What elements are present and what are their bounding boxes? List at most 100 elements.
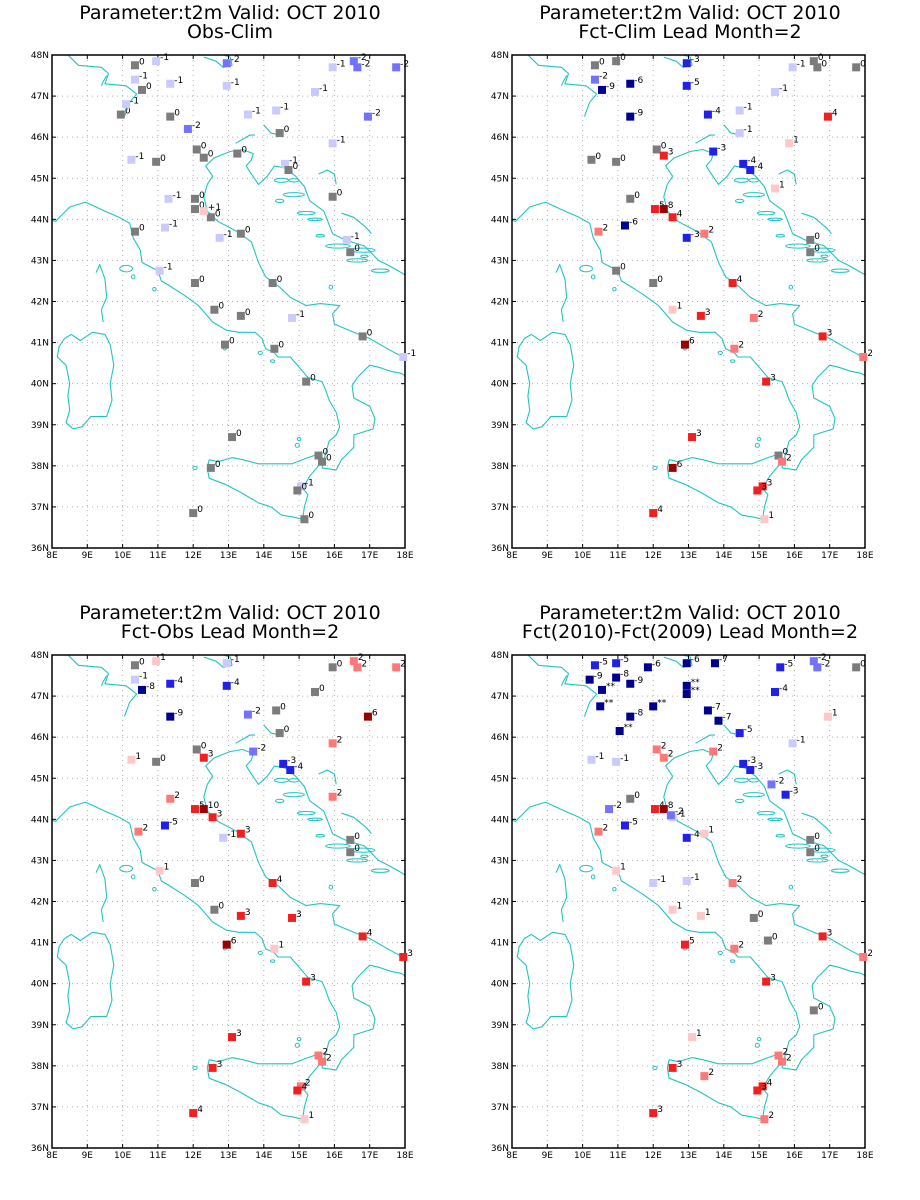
lat-label: 44N bbox=[31, 215, 49, 225]
station-value: 2 bbox=[602, 224, 608, 234]
lon-label: 16E bbox=[786, 1151, 803, 1161]
lat-label: 36N bbox=[491, 544, 509, 554]
island bbox=[748, 178, 760, 183]
station-value: 0 bbox=[160, 754, 166, 764]
station-marker bbox=[682, 233, 691, 242]
station-marker bbox=[682, 59, 691, 68]
station-marker bbox=[199, 805, 208, 814]
station-value: 6 bbox=[689, 337, 695, 347]
station-marker bbox=[190, 805, 199, 814]
station-marker bbox=[649, 702, 658, 711]
station-value: -2 bbox=[675, 807, 684, 817]
lat-label: 43N bbox=[491, 856, 509, 866]
lat-label: 47N bbox=[31, 92, 49, 102]
station-marker bbox=[318, 1057, 327, 1066]
island bbox=[733, 777, 750, 783]
station-value: -9 bbox=[634, 109, 643, 119]
station-marker bbox=[206, 463, 215, 472]
station-value: 0 bbox=[139, 57, 145, 67]
station-value: 0 bbox=[814, 832, 820, 842]
island bbox=[734, 198, 745, 203]
station-value: 2 bbox=[786, 1054, 792, 1064]
station-marker bbox=[166, 679, 175, 688]
station-value: 1 bbox=[135, 752, 141, 762]
station-value: -9 bbox=[634, 676, 643, 686]
island bbox=[756, 1036, 762, 1042]
station-marker bbox=[284, 166, 293, 175]
station-value: 0 bbox=[199, 191, 205, 201]
lat-label: 45N bbox=[31, 774, 49, 784]
station-marker bbox=[776, 663, 785, 672]
island bbox=[756, 436, 762, 442]
station-value: 3 bbox=[668, 148, 674, 158]
station-marker bbox=[199, 753, 208, 762]
lat-label: 43N bbox=[491, 256, 509, 266]
station-marker bbox=[598, 685, 607, 694]
lat-label: 37N bbox=[491, 503, 509, 513]
station-value: -1 bbox=[744, 102, 753, 112]
station-marker bbox=[682, 681, 691, 690]
station-marker bbox=[363, 712, 372, 721]
station-marker bbox=[709, 147, 718, 156]
island bbox=[152, 287, 157, 292]
island bbox=[360, 854, 369, 859]
island bbox=[296, 1036, 302, 1042]
island bbox=[274, 198, 285, 203]
lon-label: 18E bbox=[396, 551, 413, 561]
station-marker bbox=[728, 279, 737, 288]
station-value: 6 bbox=[231, 937, 237, 947]
station-value: 0 bbox=[201, 141, 207, 151]
island bbox=[346, 858, 369, 863]
station-value: -1 bbox=[280, 102, 289, 112]
station-marker bbox=[590, 75, 599, 84]
panel-fct2010-fct2009: Parameter:t2m Valid: OCT 2010 Fct(2010)-… bbox=[460, 600, 920, 1200]
coastline bbox=[801, 812, 832, 835]
station-value: -4 bbox=[294, 762, 303, 772]
station-marker bbox=[275, 729, 284, 738]
station-value: -1 bbox=[172, 191, 181, 201]
station-value: -9 bbox=[606, 82, 615, 92]
station-value: ** bbox=[624, 723, 634, 733]
station-marker bbox=[270, 944, 279, 953]
station-marker bbox=[270, 344, 279, 353]
station-value: -6 bbox=[691, 655, 700, 665]
lon-label: 10E bbox=[574, 551, 591, 561]
station-value: -4 bbox=[174, 676, 183, 686]
station-value: 0 bbox=[595, 152, 601, 162]
island bbox=[328, 284, 334, 290]
station-marker bbox=[358, 932, 367, 941]
station-value: 10 bbox=[208, 801, 220, 811]
station-value: 1 bbox=[768, 511, 774, 521]
station-value: 0 bbox=[280, 702, 286, 712]
lat-label: 46N bbox=[491, 133, 509, 143]
lat-label: 39N bbox=[491, 421, 509, 431]
station-value: 0 bbox=[783, 448, 789, 458]
coastline bbox=[512, 801, 865, 1071]
station-marker bbox=[749, 313, 758, 322]
station-marker bbox=[288, 313, 297, 322]
station-marker bbox=[813, 63, 822, 72]
station-value: -1 bbox=[231, 78, 240, 88]
station-marker bbox=[700, 829, 709, 838]
station-marker bbox=[358, 332, 367, 341]
station-value: 2 bbox=[708, 226, 714, 236]
station-value: 2 bbox=[400, 659, 406, 669]
lon-label: 10E bbox=[114, 1151, 131, 1161]
coastline-layer bbox=[52, 55, 405, 520]
station-value: -7 bbox=[723, 713, 732, 723]
station-marker bbox=[626, 112, 635, 121]
station-marker bbox=[166, 112, 175, 121]
station-value: -8 bbox=[146, 682, 155, 692]
station-marker bbox=[758, 1082, 767, 1091]
station-value: -3 bbox=[287, 756, 296, 766]
station-value: 4 bbox=[367, 928, 373, 938]
station-value: 2 bbox=[361, 659, 367, 669]
station-marker bbox=[328, 139, 337, 148]
coastline bbox=[560, 675, 568, 687]
station-marker bbox=[346, 248, 355, 257]
station-marker bbox=[700, 229, 709, 238]
station-marker bbox=[160, 223, 169, 232]
panel-title: Parameter:t2m Valid: OCT 2010 bbox=[79, 602, 381, 624]
station-marker bbox=[788, 739, 797, 748]
panel-obs-clim: Parameter:t2m Valid: OCT 2010 Obs-Clim 4… bbox=[0, 0, 460, 600]
